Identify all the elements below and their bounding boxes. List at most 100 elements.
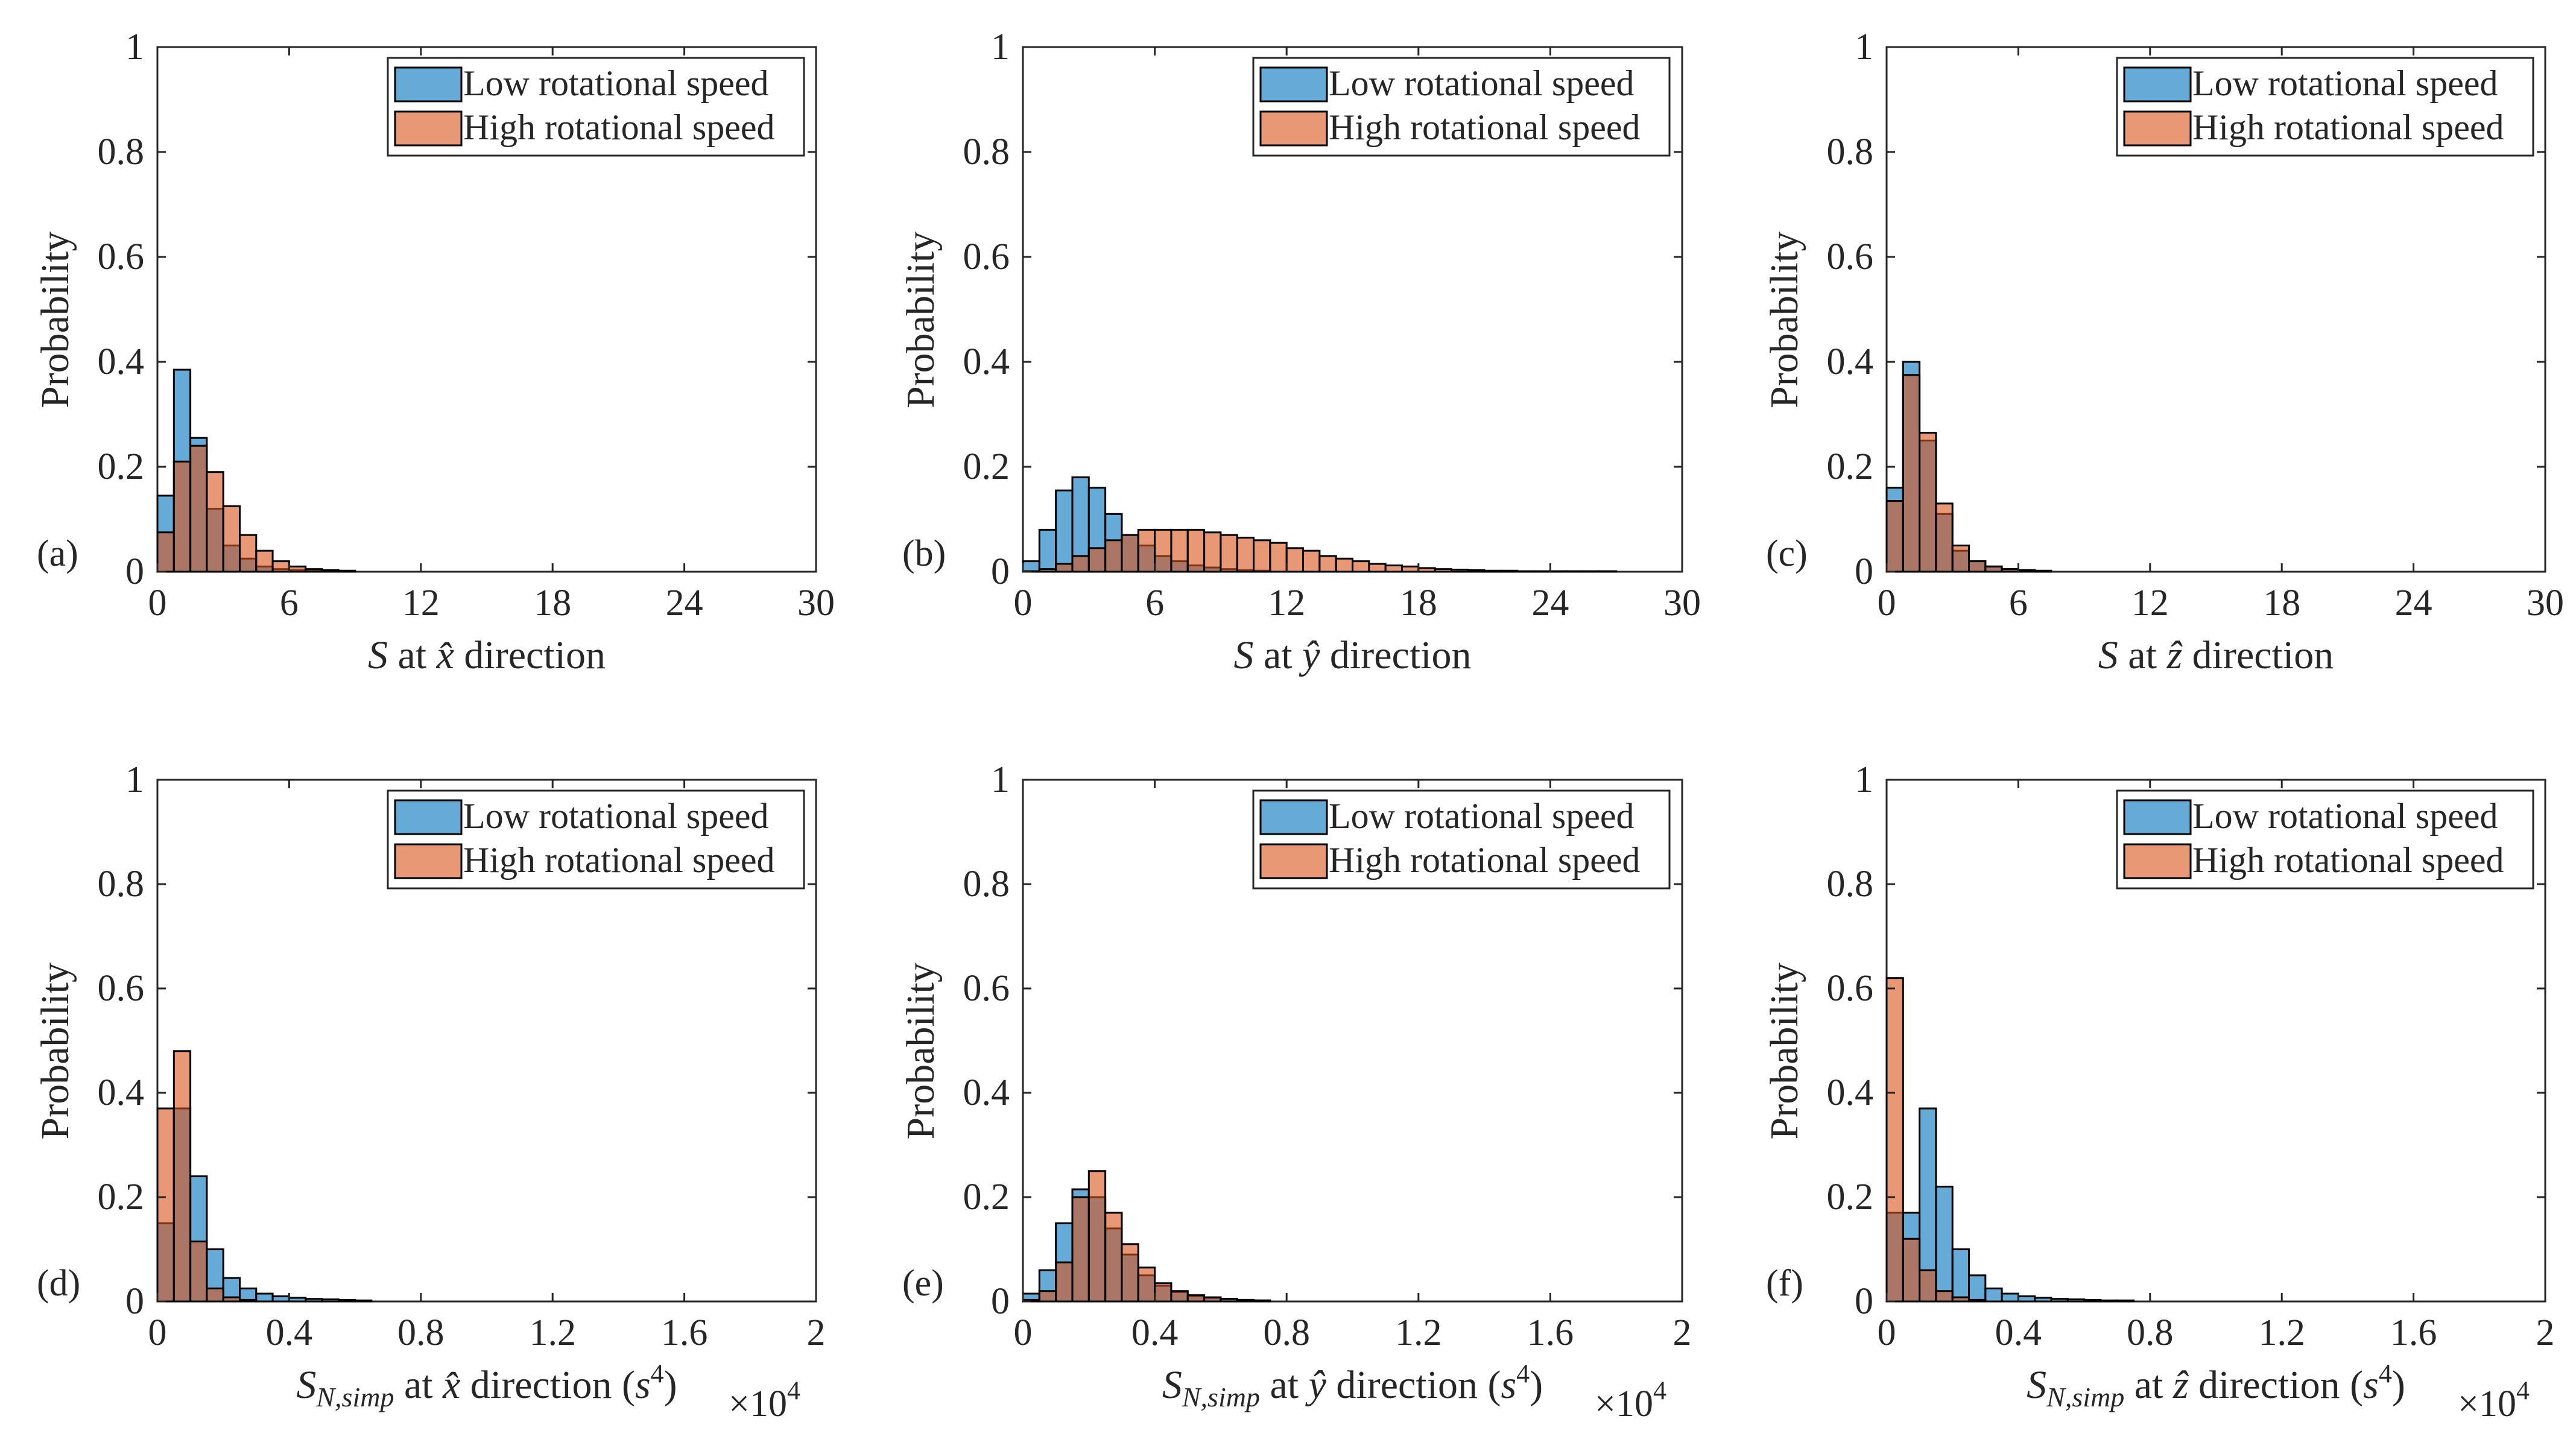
- histogram-bar: [2034, 1297, 2052, 1303]
- panel-label: (f): [1766, 1263, 1803, 1304]
- x-tick-label: 1.2: [1395, 1312, 1442, 1353]
- y-axis-label: Probability: [899, 232, 943, 408]
- legend-entry-label: Low rotational speed: [2192, 63, 2498, 103]
- x-tick-label: 18: [1400, 583, 1437, 624]
- y-axis-label: Probability: [899, 963, 943, 1139]
- histogram-bar: [288, 565, 307, 573]
- x-tick-label: 0.4: [1995, 1312, 2042, 1353]
- y-tick-label: 0: [125, 551, 144, 592]
- histogram-bar: [271, 560, 290, 573]
- x-tick-label: 0: [1878, 583, 1896, 624]
- y-tick-label: 0.2: [963, 1177, 1010, 1218]
- histogram-bar: [1352, 560, 1370, 573]
- x-tick-label: 6: [2009, 583, 2028, 624]
- histogram-bar: [2017, 569, 2036, 573]
- x-tick-label: 18: [534, 583, 571, 624]
- histogram-bar: [1368, 563, 1387, 573]
- y-tick-label: 0.8: [963, 864, 1010, 905]
- histogram-bar: [1533, 570, 1551, 573]
- panel-label: (d): [37, 1263, 80, 1304]
- y-tick-label: 0.6: [963, 236, 1010, 277]
- histogram-bar: [337, 1298, 356, 1303]
- x-tick-label: 12: [1268, 583, 1305, 624]
- histogram-bar: [1919, 1269, 1937, 1303]
- y-tick-label: 0.8: [98, 864, 145, 905]
- histogram-bar: [1038, 528, 1057, 573]
- x-tick-label: 24: [666, 583, 703, 624]
- histogram-bar: [2001, 568, 2019, 573]
- y-tick-label: 0: [1855, 551, 1873, 592]
- y-tick-label: 0: [1855, 1281, 1873, 1322]
- histogram-bar: [1038, 568, 1057, 573]
- y-tick-label: 0.6: [1827, 236, 1874, 277]
- histogram-bar: [2034, 569, 2052, 573]
- legend-swatch: [2123, 66, 2192, 103]
- series-high: [156, 444, 356, 573]
- histogram-bar: [271, 1295, 290, 1303]
- series-high: [1022, 1170, 1271, 1303]
- legend-swatch: [2123, 110, 2192, 147]
- histogram-bar: [1968, 1298, 1987, 1303]
- y-tick-label: 1: [991, 759, 1010, 800]
- x-tick-label: 30: [1663, 583, 1701, 624]
- y-tick-label: 0.8: [963, 131, 1010, 172]
- histogram-bar: [222, 1296, 241, 1303]
- histogram-bar: [1318, 555, 1337, 573]
- y-axis-label: Probability: [1762, 232, 1806, 408]
- x-tick-label: 1.6: [2390, 1312, 2437, 1353]
- histogram-bar: [1220, 534, 1238, 573]
- histogram-bar: [1549, 570, 1568, 573]
- histogram-bar: [1186, 1294, 1206, 1303]
- histogram-bar: [1951, 1296, 1970, 1303]
- y-tick-label: 1: [125, 759, 144, 800]
- histogram-bar: [1186, 528, 1206, 573]
- y-tick-label: 0: [991, 1281, 1010, 1322]
- panel-label: (e): [902, 1263, 944, 1304]
- histogram-bar: [1137, 1266, 1156, 1303]
- x-tick-label: 30: [2527, 583, 2564, 624]
- x-tick-label: 1.6: [1527, 1312, 1574, 1353]
- y-tick-label: 0.8: [1827, 864, 1874, 905]
- histogram-bar: [239, 534, 258, 573]
- histogram-bar: [1450, 569, 1469, 573]
- histogram-bar: [305, 568, 323, 573]
- legend-entry-label: High rotational speed: [2192, 107, 2504, 147]
- histogram-bar: [1170, 528, 1189, 573]
- histogram-bar: [1121, 1243, 1139, 1303]
- panel-label: (a): [37, 533, 78, 574]
- histogram-bar: [1055, 563, 1074, 573]
- y-tick-label: 1: [125, 27, 144, 68]
- histogram-bar: [156, 531, 175, 573]
- chart-panel-f: 0 0.4 0.8 1.2 1.6 2 0 0.2 0.4 0.6 0.8 1 Probability (…: [1762, 759, 2555, 1424]
- histogram-bar: [239, 1298, 258, 1303]
- histogram-bar: [255, 549, 274, 573]
- histogram-bar: [1935, 1290, 1954, 1303]
- histogram-bar: [1022, 560, 1040, 573]
- histogram-bar: [2083, 1298, 2102, 1303]
- y-axis-label: Probability: [33, 232, 77, 408]
- y-tick-label: 0.6: [98, 236, 145, 277]
- legend-swatch: [1259, 66, 1328, 103]
- histogram-bar: [337, 569, 356, 573]
- y-tick-label: 0.4: [963, 341, 1010, 382]
- y-tick-label: 0: [991, 551, 1010, 592]
- histogram-bar: [321, 569, 340, 573]
- x-multiplier-label: ×104: [1595, 1376, 1666, 1424]
- legend-swatch: [2123, 799, 2192, 835]
- histogram-bar: [1516, 570, 1535, 573]
- histogram-bar: [1055, 1261, 1074, 1303]
- histogram-bar: [1984, 565, 2003, 573]
- histogram-bar: [1951, 1248, 1970, 1303]
- legend-entry-label: Low rotational speed: [2192, 796, 2498, 836]
- histogram-bar: [206, 471, 224, 573]
- x-tick-label: 0.8: [2127, 1312, 2174, 1353]
- histogram-bar: [1170, 1290, 1189, 1303]
- histogram-bar: [1071, 555, 1090, 573]
- legend-entry-label: Low rotational speed: [1329, 63, 1635, 103]
- legend-swatch: [394, 799, 463, 835]
- series-high: [1885, 374, 2036, 573]
- histogram-bar: [156, 1107, 175, 1303]
